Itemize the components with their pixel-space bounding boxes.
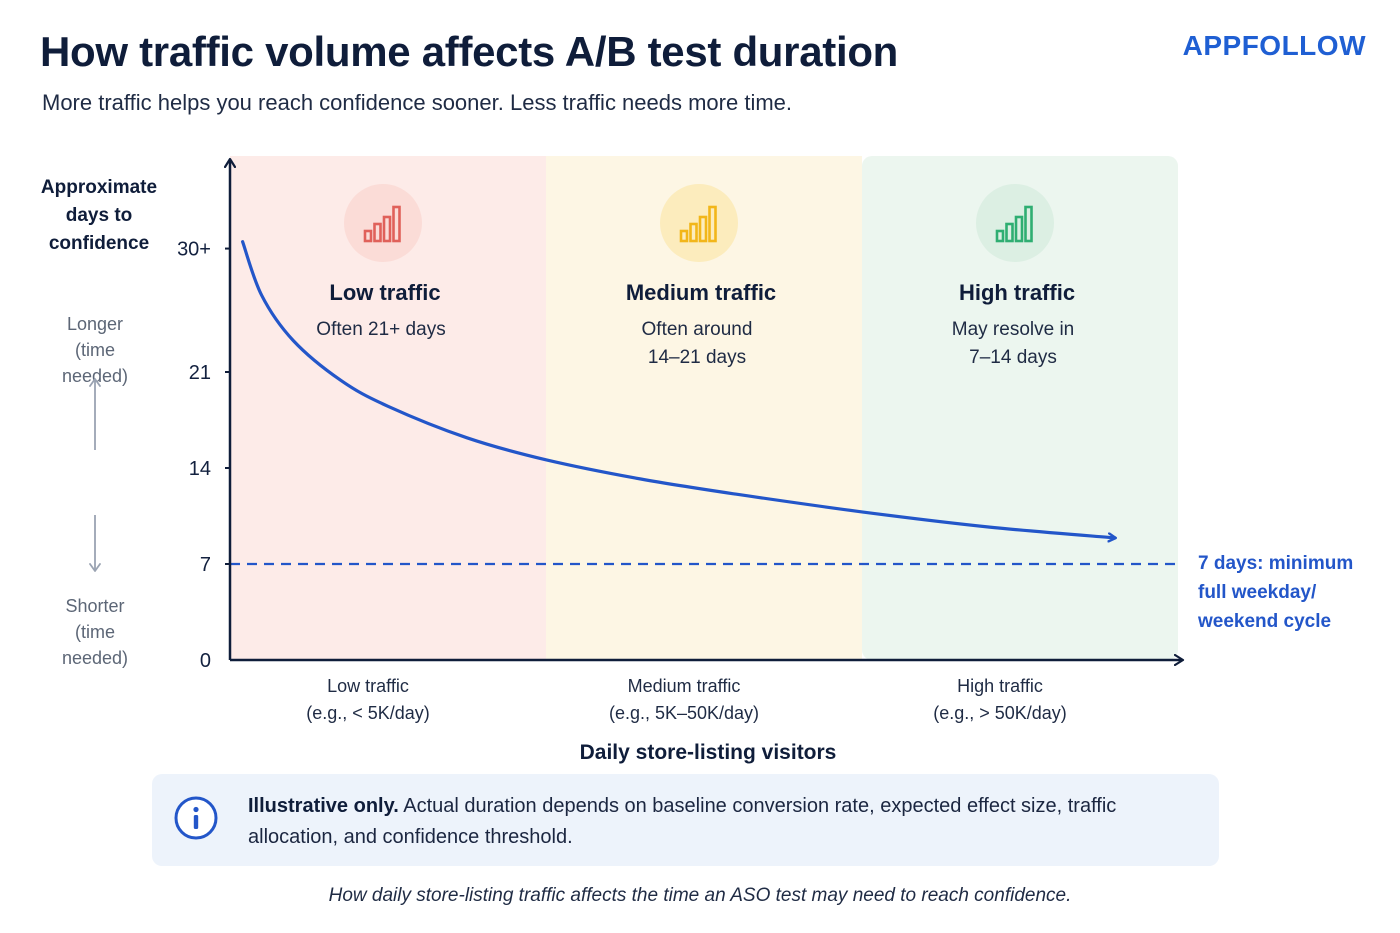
x-category-name-2: Medium traffic — [628, 676, 741, 696]
y-direction-longer-label: Longer — [67, 314, 123, 334]
bar-chart-icon — [679, 205, 717, 243]
brand-logo[interactable]: APPFOLLOW — [1182, 30, 1366, 61]
series-line-1 — [241, 240, 1115, 538]
y-tick-label: 0 — [200, 650, 211, 672]
y-axis-title: days to — [66, 205, 133, 226]
page-title: How traffic volume affects A/B test dura… — [40, 28, 899, 75]
zone-background-3 — [862, 156, 1178, 660]
zone-description-2: Often around — [642, 319, 753, 340]
zone-title-1: Low traffic — [329, 280, 440, 305]
reference-line-label: weekend cycle — [1197, 611, 1331, 632]
zone-description-3: May resolve in — [952, 319, 1075, 340]
info-icon — [174, 796, 218, 840]
x-category-range-1: (e.g., < 5K/day) — [306, 703, 430, 723]
y-direction-longer-label: needed) — [62, 366, 128, 386]
zone-description-3: 7–14 days — [969, 347, 1057, 368]
reference-line-label: full weekday/ — [1198, 582, 1317, 603]
y-tick-label: 21 — [189, 362, 211, 384]
traffic-duration-chart: Low traffic Often 21+ days Medium traffic O… — [41, 156, 1353, 764]
y-tick-label: 14 — [189, 458, 211, 480]
zone-title-3: High traffic — [959, 280, 1075, 305]
bar-chart-icon — [995, 205, 1033, 243]
y-tick-label: 7 — [200, 554, 211, 576]
zone-description-2: 14–21 days — [648, 347, 746, 368]
x-category-name-1: Low traffic — [327, 676, 409, 696]
x-category-range-2: (e.g., 5K–50K/day) — [609, 703, 759, 723]
info-note-body: Actual duration depends on baseline conv… — [248, 795, 1117, 848]
zone-title-2: Medium traffic — [626, 280, 776, 305]
y-direction-shorter-label: needed) — [62, 648, 128, 668]
info-note-text: Illustrative only. Actual duration depen… — [248, 791, 1188, 853]
info-note: Illustrative only. Actual duration depen… — [152, 774, 1219, 866]
y-axis-title: confidence — [49, 233, 149, 254]
y-tick-label: 30+ — [177, 239, 211, 261]
x-category-range-3: (e.g., > 50K/day) — [933, 703, 1067, 723]
x-category-name-3: High traffic — [957, 676, 1043, 696]
reference-line-label: 7 days: minimum — [1198, 553, 1353, 574]
zone-description-1: Often 21+ days — [316, 319, 445, 340]
x-axis-title: Daily store-listing visitors — [580, 741, 837, 764]
y-direction-longer-label: (time — [75, 340, 115, 360]
y-direction-shorter-label: Shorter — [65, 596, 124, 616]
figure-caption: How daily store-listing traffic affects … — [328, 885, 1072, 906]
info-note-bold: Illustrative only. — [248, 795, 399, 817]
y-axis-title: Approximate — [41, 177, 157, 198]
y-direction-shorter-label: (time — [75, 622, 115, 642]
page-subtitle: More traffic helps you reach confidence … — [42, 90, 793, 115]
bar-chart-icon — [363, 205, 401, 243]
